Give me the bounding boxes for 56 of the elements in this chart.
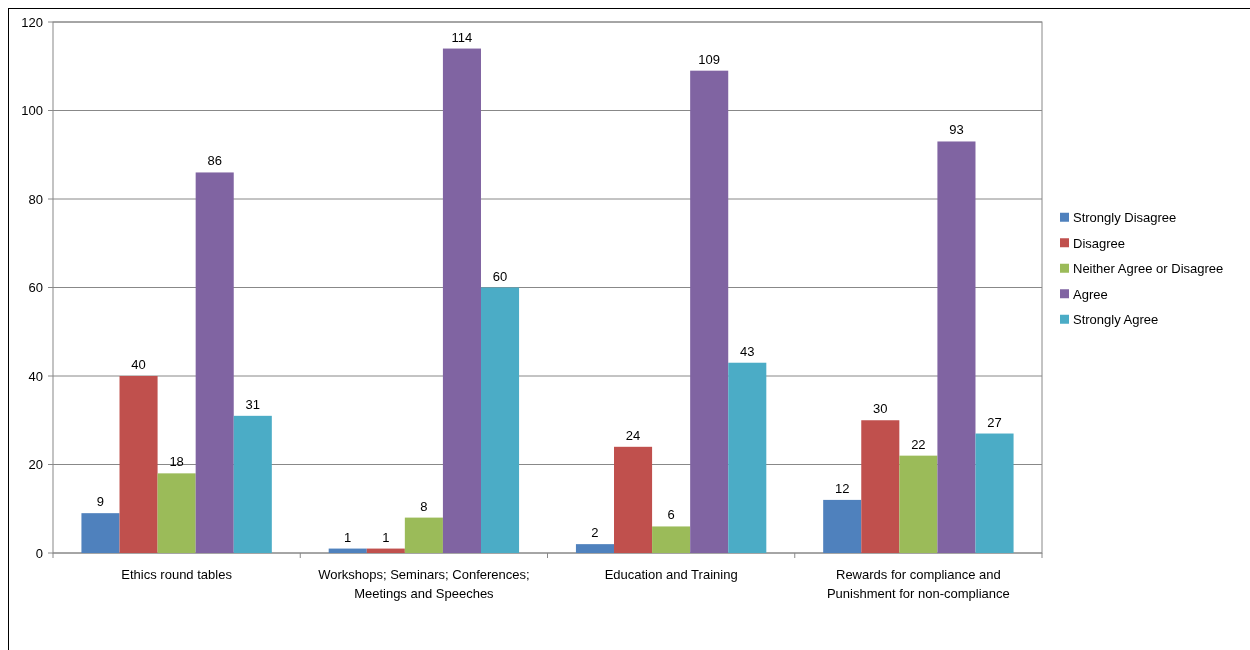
data-label: 86 (207, 153, 222, 169)
data-label: 40 (131, 357, 146, 372)
y-tick-label: 40 (28, 368, 43, 384)
data-label: 1 (382, 529, 390, 545)
legend-label: Neither Agree or Disagree (1073, 261, 1224, 277)
data-label: 8 (420, 498, 428, 514)
bar (328, 548, 367, 553)
data-label: 60 (492, 268, 508, 284)
bar (366, 548, 405, 553)
y-tick-label: 80 (28, 191, 43, 207)
bar (823, 499, 862, 553)
bar (861, 420, 900, 553)
y-tick-label: 120 (21, 14, 43, 30)
x-tick-label: Education and Training (604, 567, 738, 582)
bar (157, 473, 196, 553)
data-label: 93 (949, 122, 964, 138)
data-label: 109 (698, 51, 721, 67)
data-label: 1 (344, 529, 352, 545)
x-tick-label: Ethics round tables (121, 567, 233, 582)
data-label: 9 (96, 494, 105, 510)
y-tick-label: 20 (28, 457, 43, 473)
data-label: 24 (625, 427, 641, 443)
bar (480, 287, 520, 553)
y-tick-label: 0 (35, 545, 43, 561)
legend-label: Strongly Disagree (1073, 210, 1177, 226)
data-label: 114 (451, 29, 473, 45)
legend-label: Disagree (1073, 235, 1126, 251)
bar (975, 433, 1014, 553)
x-tick-label: Rewards for compliance and Punishment for non-compliance (826, 567, 1010, 601)
legend-label: Strongly Agree (1073, 312, 1159, 328)
data-label: 27 (987, 414, 1002, 430)
data-label: 2 (591, 525, 599, 541)
y-tick-label: 100 (21, 103, 43, 119)
bar (728, 362, 767, 553)
bar (233, 415, 272, 553)
bar (614, 446, 653, 553)
bar (442, 48, 481, 553)
bar (404, 517, 443, 553)
data-label: 30 (873, 401, 888, 417)
bar (937, 141, 976, 553)
bar (575, 544, 615, 553)
bar (690, 70, 729, 553)
data-label: 31 (245, 396, 261, 412)
bar (652, 526, 691, 553)
bar (119, 376, 158, 553)
data-label: 12 (834, 480, 850, 496)
data-label: 18 (169, 454, 184, 470)
bar (195, 172, 234, 553)
x-tick-label: Workshops; Seminars; Conferences; Meetings and Speeches (318, 567, 530, 601)
bar (81, 513, 120, 553)
legend-label: Agree (1073, 286, 1108, 302)
bar (899, 455, 938, 553)
data-label: 22 (911, 436, 926, 452)
data-label: 43 (740, 343, 755, 359)
data-label: 6 (667, 507, 675, 523)
y-tick-label: 60 (28, 280, 43, 296)
